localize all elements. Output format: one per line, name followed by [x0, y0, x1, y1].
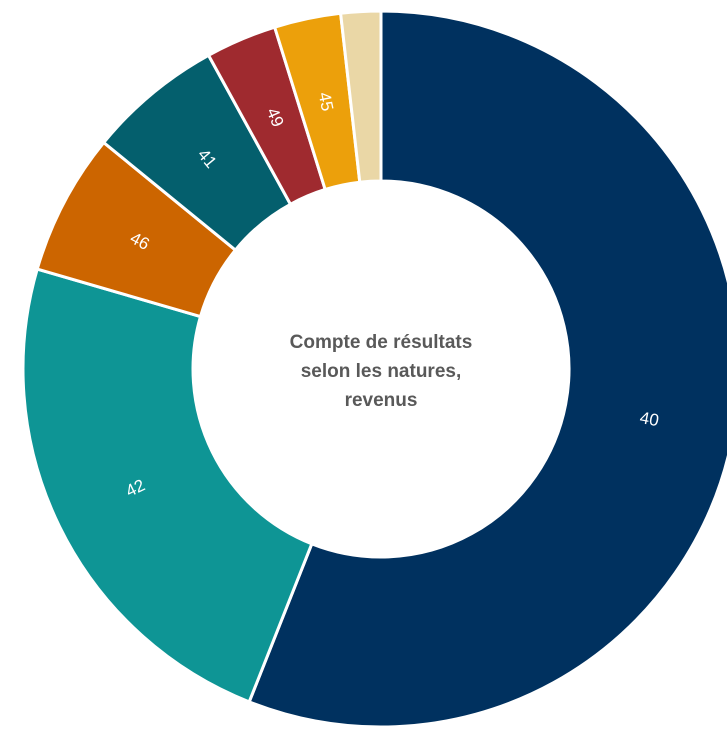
donut-segment — [21, 267, 314, 704]
segment-label: 40 — [638, 408, 660, 430]
segment-label: 45 — [315, 90, 337, 112]
chart-title: Compte de résultats selon les natures, r… — [289, 332, 473, 411]
donut-segment — [247, 9, 727, 729]
donut-segment — [338, 9, 383, 184]
